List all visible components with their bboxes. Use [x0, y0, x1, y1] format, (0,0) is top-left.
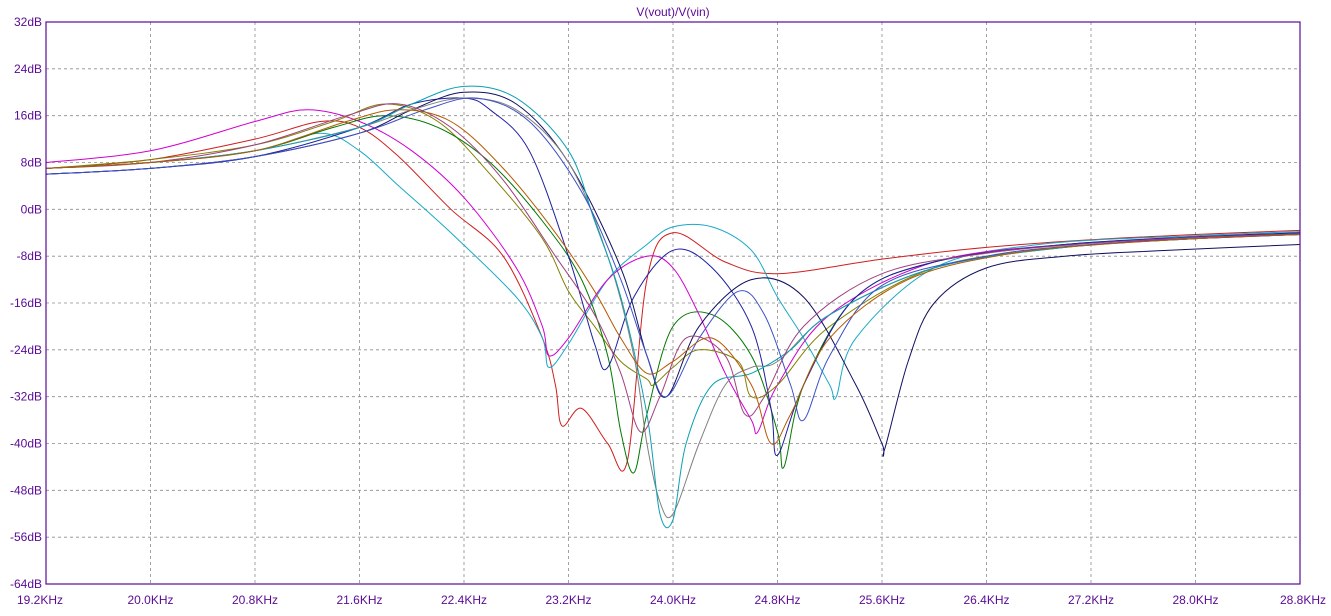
x-tick-label: 22.4KHz: [441, 593, 487, 607]
y-tick-label: -64dB: [10, 577, 42, 591]
y-tick-label: -16dB: [10, 296, 42, 310]
y-tick-label: 0dB: [21, 202, 42, 216]
x-tick-label: 24.8KHz: [754, 593, 800, 607]
series-line-6: [45, 97, 1301, 456]
y-tick-label: 32dB: [14, 15, 42, 29]
x-tick-label: 20.8KHz: [232, 593, 278, 607]
x-tick-label: 23.2KHz: [545, 593, 591, 607]
series-line-1: [45, 120, 1301, 472]
series-line-2: [45, 132, 1301, 401]
grid: [46, 22, 1300, 584]
y-tick-label: -56dB: [10, 530, 42, 544]
x-axis-ticks: 19.2KHz 20.0KHz 20.8KHz 21.6KHz 22.4KHz 23.2K…: [17, 593, 1326, 607]
y-tick-label: -48dB: [10, 483, 42, 497]
series-line-11: [45, 97, 1301, 422]
x-tick-label: 20.0KHz: [127, 593, 173, 607]
y-tick-label: 8dB: [21, 156, 42, 170]
x-tick-label: 19.2KHz: [17, 593, 63, 607]
x-tick-label: 21.6KHz: [336, 593, 382, 607]
y-tick-label: -24dB: [10, 343, 42, 357]
y-tick-label: 24dB: [14, 62, 42, 76]
y-axis-ticks: 32dB 24dB 16dB 8dB 0dB -8dB -16dB -24dB -32dB -40…: [10, 15, 42, 591]
x-tick-label: 28.0KHz: [1172, 593, 1218, 607]
y-tick-label: 16dB: [14, 109, 42, 123]
series-line-10: [45, 103, 1301, 433]
series-group: [45, 85, 1301, 529]
y-tick-label: -32dB: [10, 390, 42, 404]
x-tick-label: 28.8KHz: [1280, 593, 1326, 607]
series-line-12: [45, 109, 1301, 445]
plot-frame: [45, 21, 1301, 585]
x-tick-label: 26.4KHz: [963, 593, 1009, 607]
y-tick-label: -8dB: [17, 249, 42, 263]
x-tick-label: 24.0KHz: [650, 593, 696, 607]
series-line-9: [45, 85, 1301, 529]
y-tick-label: -40dB: [10, 437, 42, 451]
chart-title: V(vout)/V(vin): [636, 5, 709, 19]
x-tick-label: 27.2KHz: [1068, 593, 1114, 607]
x-tick-label: 25.6KHz: [859, 593, 905, 607]
series-line-7: [45, 91, 1301, 457]
